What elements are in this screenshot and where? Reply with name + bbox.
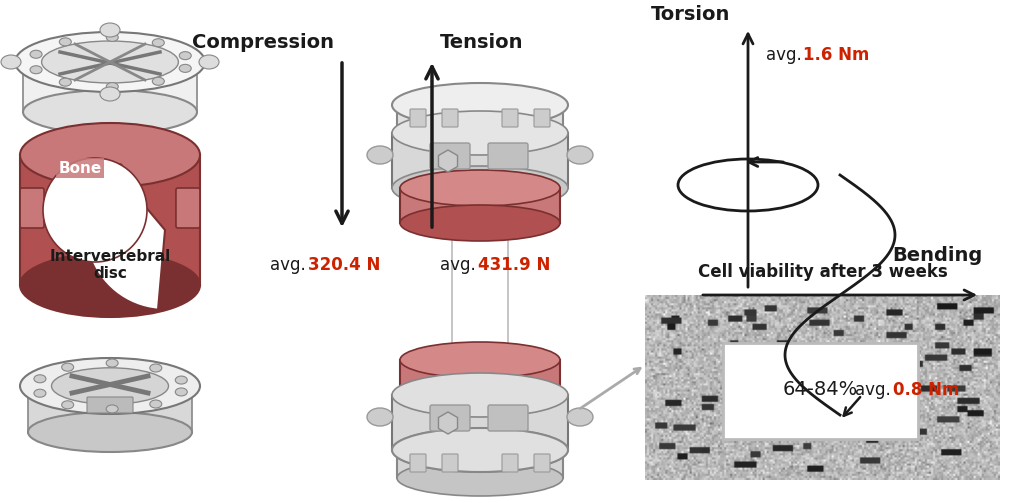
- Text: Cell viability after 3 weeks: Cell viability after 3 weeks: [698, 263, 948, 281]
- Ellipse shape: [106, 33, 118, 41]
- Ellipse shape: [106, 83, 118, 90]
- Text: avg.: avg.: [270, 256, 311, 274]
- Text: Tension: Tension: [440, 32, 524, 52]
- Ellipse shape: [400, 170, 560, 206]
- Ellipse shape: [34, 389, 46, 397]
- Text: 1.6 Nm: 1.6 Nm: [803, 46, 870, 64]
- Ellipse shape: [397, 460, 563, 496]
- Ellipse shape: [20, 123, 200, 187]
- Ellipse shape: [28, 412, 192, 452]
- Bar: [392, 395, 569, 450]
- Text: Compression: Compression: [192, 32, 334, 52]
- Ellipse shape: [567, 408, 593, 426]
- Ellipse shape: [34, 375, 46, 383]
- Ellipse shape: [42, 41, 178, 83]
- FancyBboxPatch shape: [20, 188, 44, 228]
- FancyBboxPatch shape: [442, 454, 458, 472]
- Ellipse shape: [149, 400, 162, 408]
- FancyBboxPatch shape: [488, 143, 528, 169]
- FancyBboxPatch shape: [410, 109, 426, 127]
- Ellipse shape: [20, 358, 200, 414]
- Text: Torsion: Torsion: [651, 4, 730, 23]
- Ellipse shape: [452, 213, 508, 233]
- Ellipse shape: [392, 111, 569, 155]
- Ellipse shape: [199, 55, 219, 69]
- Wedge shape: [85, 168, 165, 310]
- Bar: [23, 62, 197, 112]
- FancyBboxPatch shape: [430, 405, 470, 431]
- Ellipse shape: [106, 405, 118, 413]
- Ellipse shape: [59, 38, 71, 46]
- Ellipse shape: [15, 32, 205, 92]
- Ellipse shape: [392, 83, 569, 127]
- Ellipse shape: [31, 66, 42, 74]
- Ellipse shape: [367, 408, 393, 426]
- Ellipse shape: [62, 363, 73, 371]
- Text: 320.4 N: 320.4 N: [308, 256, 380, 274]
- Ellipse shape: [179, 65, 191, 73]
- FancyBboxPatch shape: [430, 143, 470, 169]
- FancyBboxPatch shape: [488, 405, 528, 431]
- Ellipse shape: [23, 90, 197, 134]
- FancyBboxPatch shape: [534, 454, 550, 472]
- Ellipse shape: [52, 368, 169, 404]
- FancyBboxPatch shape: [502, 454, 518, 472]
- Ellipse shape: [59, 78, 71, 86]
- Ellipse shape: [153, 78, 165, 85]
- Ellipse shape: [367, 146, 393, 164]
- Ellipse shape: [392, 373, 569, 417]
- Ellipse shape: [179, 52, 191, 60]
- Bar: [452, 223, 508, 360]
- Ellipse shape: [100, 87, 120, 101]
- Ellipse shape: [43, 158, 147, 262]
- Ellipse shape: [149, 364, 162, 372]
- Text: 0.8 Nm: 0.8 Nm: [893, 381, 959, 399]
- Ellipse shape: [400, 342, 560, 378]
- Ellipse shape: [175, 388, 187, 396]
- FancyBboxPatch shape: [442, 109, 458, 127]
- Bar: [397, 105, 563, 133]
- Ellipse shape: [392, 428, 569, 472]
- Bar: [20, 155, 200, 285]
- Text: Bone: Bone: [58, 161, 102, 175]
- Ellipse shape: [400, 377, 560, 413]
- Ellipse shape: [392, 428, 569, 472]
- Ellipse shape: [1, 55, 21, 69]
- FancyBboxPatch shape: [502, 109, 518, 127]
- Text: Bending: Bending: [892, 246, 982, 264]
- Bar: [397, 450, 563, 478]
- Ellipse shape: [567, 146, 593, 164]
- Ellipse shape: [100, 23, 120, 37]
- Ellipse shape: [175, 376, 187, 384]
- FancyBboxPatch shape: [87, 397, 133, 413]
- Text: avg.: avg.: [440, 256, 481, 274]
- FancyBboxPatch shape: [176, 188, 200, 228]
- Text: avg.: avg.: [766, 46, 807, 64]
- FancyBboxPatch shape: [534, 109, 550, 127]
- Bar: [28, 388, 192, 433]
- Bar: [392, 133, 569, 188]
- Ellipse shape: [62, 401, 73, 409]
- FancyBboxPatch shape: [98, 164, 122, 204]
- FancyBboxPatch shape: [410, 454, 426, 472]
- Text: avg.: avg.: [855, 381, 896, 399]
- Bar: [400, 360, 560, 395]
- Ellipse shape: [28, 368, 192, 408]
- Text: Intervertebral
disc: Intervertebral disc: [50, 249, 171, 281]
- Ellipse shape: [153, 39, 165, 47]
- Ellipse shape: [400, 205, 560, 241]
- Ellipse shape: [392, 166, 569, 210]
- Text: 431.9 N: 431.9 N: [478, 256, 550, 274]
- Ellipse shape: [106, 359, 118, 367]
- Ellipse shape: [20, 253, 200, 317]
- Ellipse shape: [397, 115, 563, 151]
- Ellipse shape: [31, 50, 42, 58]
- Bar: [400, 188, 560, 223]
